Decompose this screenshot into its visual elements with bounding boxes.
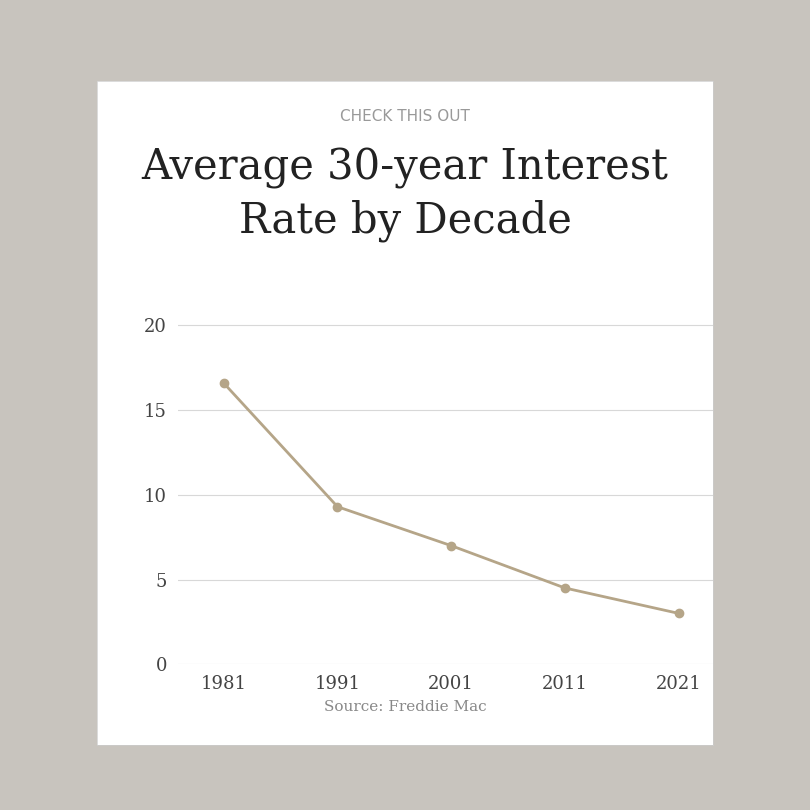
Text: Average 30-year Interest
Rate by Decade: Average 30-year Interest Rate by Decade xyxy=(142,147,668,241)
Text: Source: Freddie Mac: Source: Freddie Mac xyxy=(324,700,486,714)
Text: CHECK THIS OUT: CHECK THIS OUT xyxy=(340,109,470,124)
